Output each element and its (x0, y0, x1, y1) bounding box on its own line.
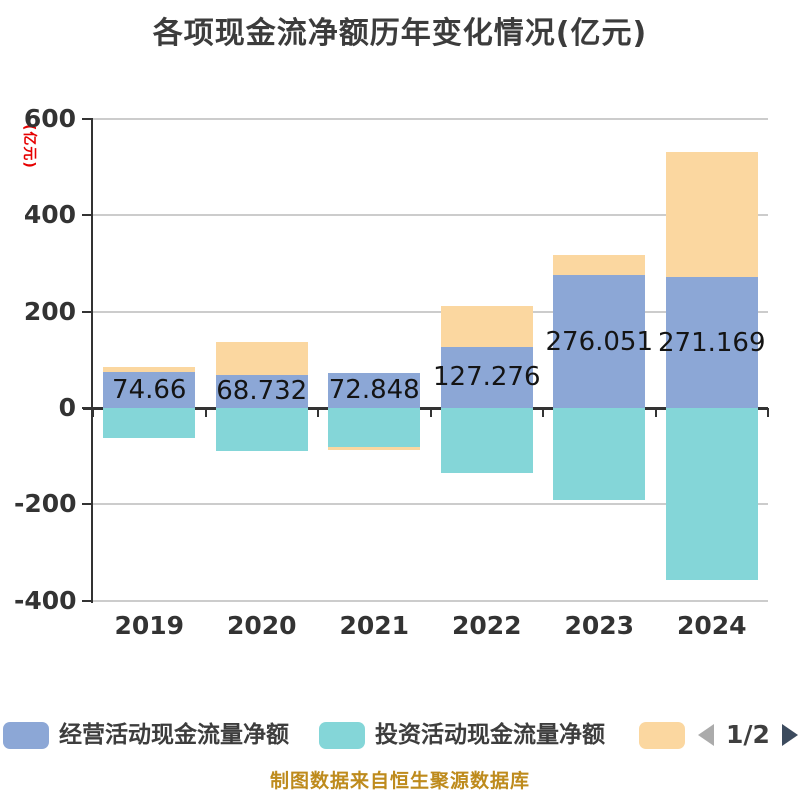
bar-value-label-2023: 276.051 (545, 326, 654, 357)
x-axis-tick (767, 408, 769, 417)
gridline--400 (93, 599, 768, 602)
gridline-200 (93, 310, 768, 313)
x-axis-zero-line (83, 407, 768, 410)
x-axis-tick (92, 408, 94, 417)
gridline--200 (93, 503, 768, 506)
legend-swatch-series3-icon (639, 721, 685, 749)
legend-swatch-operating-icon (3, 721, 49, 749)
bar-2021-series-3[interactable] (328, 446, 421, 451)
x-category-label-2023: 2023 (564, 611, 635, 640)
chart-title: 各项现金流净额历年变化情况(亿元) (152, 16, 648, 51)
y-tick-600 (82, 117, 93, 120)
bar-2022-series-3[interactable] (440, 305, 533, 347)
bar-2019-series-3[interactable] (103, 367, 196, 373)
bar-2019-series-2[interactable] (103, 408, 196, 438)
y-tick-label-400: 400 (23, 200, 76, 230)
bar-2024-series-1[interactable] (665, 277, 758, 408)
x-category-label-2021: 2021 (339, 611, 410, 640)
x-axis-tick (429, 408, 432, 417)
y-tick-label-0: 0 (58, 393, 76, 422)
gridline-600 (93, 117, 768, 120)
bar-2020-series-3[interactable] (215, 341, 308, 375)
legend: 经营活动现金流量净额 投资活动现金流量净额 1/2 (0, 721, 800, 751)
x-axis-tick (204, 408, 207, 417)
y-tick--200 (82, 503, 93, 506)
x-axis-tick (317, 408, 319, 417)
legend-pagination: 1/2 (698, 721, 798, 749)
y-tick-label--200: -200 (14, 489, 77, 519)
bar-2022-series-1[interactable] (440, 346, 533, 408)
legend-item-investing[interactable]: 投资活动现金流量净额 (319, 721, 605, 749)
legend-next-icon[interactable] (781, 724, 798, 746)
y-axis-line (91, 118, 93, 603)
y-tick-200 (82, 310, 93, 313)
legend-item-series3[interactable] (639, 721, 695, 749)
bar-2023-series-2[interactable] (553, 408, 646, 500)
bar-2020-series-2[interactable] (215, 408, 308, 452)
y-tick-400 (82, 214, 93, 217)
bar-value-label-2024: 271.169 (657, 327, 766, 358)
bar-2021-series-1[interactable] (328, 372, 421, 408)
bar-2020-series-1[interactable] (215, 374, 308, 408)
x-category-label-2024: 2024 (676, 611, 747, 640)
legend-item-operating[interactable]: 经营活动现金流量净额 (3, 721, 289, 749)
y-tick-label-600: 600 (23, 103, 76, 133)
x-category-label-2019: 2019 (114, 611, 185, 640)
legend-label-operating: 经营活动现金流量净额 (59, 722, 289, 748)
x-category-label-2022: 2022 (451, 611, 522, 640)
legend-swatch-investing-icon (319, 721, 365, 749)
bar-value-label-2021: 72.848 (328, 375, 420, 406)
bar-2022-series-2[interactable] (440, 408, 533, 474)
y-tick-label-200: 200 (23, 296, 76, 326)
bar-2021-series-2[interactable] (328, 408, 421, 447)
gridline-400 (93, 214, 768, 217)
legend-page-indicator: 1/2 (726, 720, 770, 749)
bar-2024-series-3[interactable] (665, 152, 758, 278)
bar-2023-series-1[interactable] (553, 275, 646, 408)
y-tick-label--400: -400 (14, 585, 77, 615)
legend-prev-icon[interactable] (698, 724, 714, 746)
y-tick--400 (82, 599, 93, 602)
bar-value-label-2019: 74.66 (112, 375, 187, 406)
bar-value-label-2022: 127.276 (432, 362, 541, 393)
x-axis-tick (654, 408, 657, 417)
bar-2024-series-2[interactable] (665, 408, 758, 580)
bar-2019-series-1[interactable] (103, 372, 196, 408)
x-axis-tick (542, 408, 544, 417)
x-category-label-2020: 2020 (226, 611, 297, 640)
bar-2023-series-3[interactable] (553, 254, 646, 275)
legend-label-investing: 投资活动现金流量净额 (375, 722, 605, 748)
bar-value-label-2020: 68.732 (216, 376, 308, 407)
source-note: 制图数据来自恒生聚源数据库 (269, 770, 530, 792)
